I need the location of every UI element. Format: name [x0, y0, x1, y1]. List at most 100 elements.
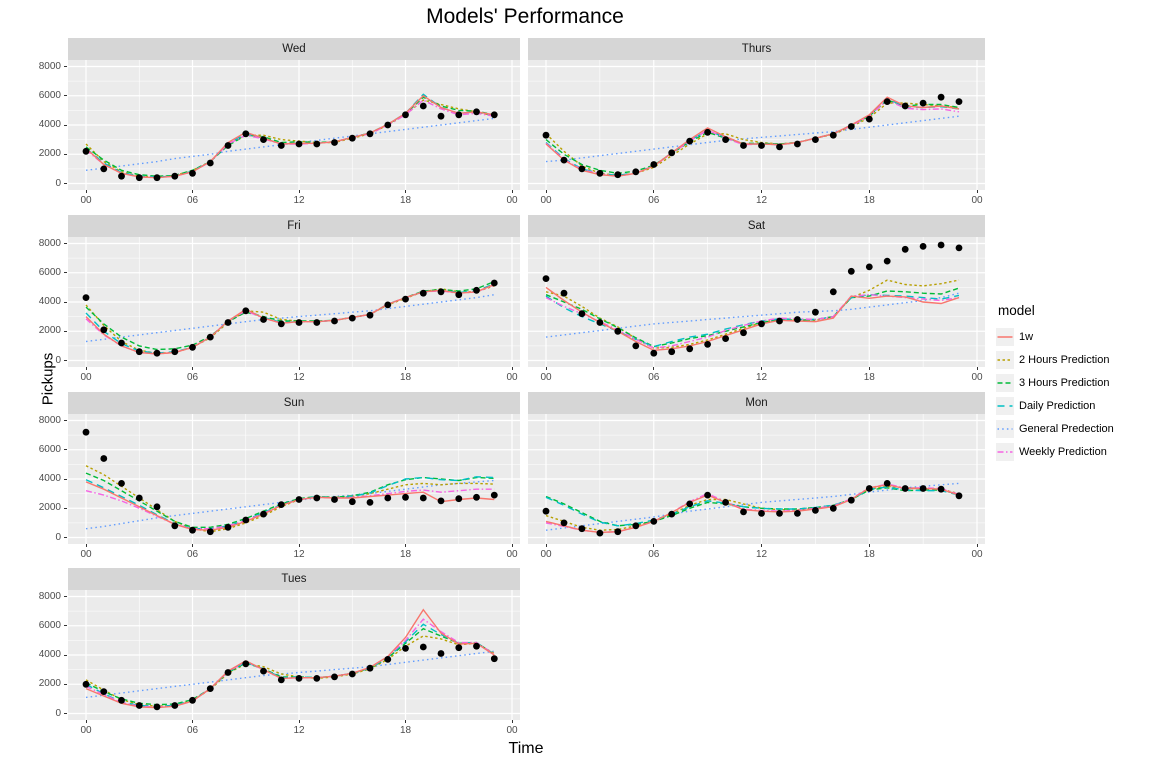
x-tick-label: 00 — [80, 549, 92, 560]
actual-point — [384, 121, 392, 129]
y-tick-mark — [64, 330, 67, 332]
legend-label-general: General Predection — [1019, 422, 1114, 435]
x-tick-label: 12 — [293, 725, 305, 736]
actual-point — [722, 499, 729, 506]
x-tick-mark — [976, 544, 978, 547]
actual-point — [955, 492, 963, 500]
x-tick-label: 00 — [971, 549, 983, 560]
actual-point — [473, 642, 480, 650]
legend-item-h3: 3 Hours Prediction — [996, 371, 1152, 394]
x-tick-label: 00 — [540, 195, 552, 206]
actual-point — [829, 131, 837, 139]
x-tick-label: 12 — [293, 195, 305, 206]
actual-point — [402, 493, 409, 501]
x-tick-label: 06 — [186, 549, 199, 560]
x-tick-mark — [405, 190, 406, 193]
actual-point — [686, 137, 694, 145]
actual-point — [704, 341, 711, 348]
series-line-h2 — [85, 99, 495, 178]
y-tick-label: 2000 — [38, 678, 61, 690]
x-tick-label: 12 — [293, 549, 305, 560]
y-tick-label: 0 — [55, 707, 61, 719]
actual-point — [668, 149, 676, 157]
legend-title: model — [998, 303, 1035, 318]
actual-point — [331, 317, 338, 325]
x-tick-label: 18 — [399, 372, 412, 383]
actual-point — [596, 319, 604, 326]
legend-label-h2: 2 Hours Prediction — [1019, 353, 1110, 366]
y-tick-label: 2000 — [38, 148, 61, 160]
actual-point — [260, 316, 267, 323]
x-tick-mark — [511, 367, 513, 370]
actual-point — [313, 140, 321, 148]
actual-point — [776, 317, 783, 325]
actual-point — [596, 529, 604, 537]
actual-point — [473, 108, 480, 116]
series-line-h3 — [85, 627, 495, 706]
actual-point — [847, 267, 855, 275]
actual-point — [812, 136, 819, 143]
actual-point — [437, 288, 445, 296]
actual-point — [776, 510, 783, 517]
actual-point — [455, 495, 463, 503]
x-tick-mark — [761, 367, 762, 370]
actual-point — [171, 172, 179, 180]
x-tick-mark — [545, 190, 547, 193]
actual-point — [171, 522, 179, 530]
x-tick-label: 00 — [506, 549, 518, 560]
y-tick-mark — [64, 95, 67, 97]
actual-point — [402, 111, 409, 119]
actual-point — [614, 327, 622, 335]
y-tick-label: 6000 — [38, 89, 61, 101]
actual-point — [758, 510, 765, 517]
actual-point — [686, 500, 694, 508]
y-tick-mark — [64, 420, 67, 421]
actual-point — [331, 139, 338, 146]
actual-point — [419, 289, 427, 297]
facet-strip-sat: Sat — [528, 215, 985, 237]
y-tick-mark — [64, 153, 67, 155]
actual-point — [829, 504, 837, 512]
actual-point — [740, 329, 747, 337]
actual-point — [402, 645, 409, 652]
actual-point — [829, 288, 837, 296]
actual-point — [560, 519, 568, 527]
actual-point — [542, 275, 550, 282]
actual-point — [135, 702, 143, 709]
actual-point — [82, 680, 90, 688]
x-tick-label: 06 — [648, 549, 660, 560]
facet-panel-thurs — [528, 60, 985, 190]
actual-point — [490, 279, 498, 287]
actual-point — [402, 295, 409, 303]
actual-point — [224, 523, 232, 531]
actual-point — [171, 702, 179, 709]
legend-label-w1: 1w — [1019, 330, 1034, 343]
x-axis-title: Time — [508, 740, 544, 757]
x-tick-label: 00 — [971, 372, 983, 383]
legend-items: 1w 2 Hours Prediction 3 Hours Prediction Da… — [996, 325, 1152, 463]
actual-point — [937, 485, 945, 493]
actual-point — [189, 169, 196, 177]
series-line-h3 — [545, 287, 960, 348]
x-tick-label: 06 — [648, 195, 660, 206]
legend-label-h3: 3 Hours Prediction — [1019, 376, 1110, 389]
actual-point — [313, 319, 321, 326]
y-tick-mark — [64, 713, 67, 714]
x-tick-label: 00 — [506, 195, 518, 206]
actual-point — [348, 670, 356, 678]
x-tick-label: 12 — [755, 195, 768, 206]
actual-point — [865, 485, 873, 492]
x-tick-label: 06 — [186, 725, 199, 736]
y-tick-label: 6000 — [38, 266, 61, 278]
x-tick-mark — [192, 190, 193, 193]
x-tick-mark — [405, 720, 406, 723]
actual-point — [118, 172, 125, 180]
actual-point — [260, 136, 267, 143]
actual-point — [100, 455, 108, 462]
actual-point — [189, 526, 196, 534]
x-tick-mark — [976, 190, 978, 193]
legend-label-weekly: Weekly Prediction — [1019, 445, 1107, 458]
facet-strip-tues: Tues — [68, 568, 520, 590]
actual-point — [901, 485, 909, 492]
legend-item-general: General Predection — [996, 417, 1152, 440]
